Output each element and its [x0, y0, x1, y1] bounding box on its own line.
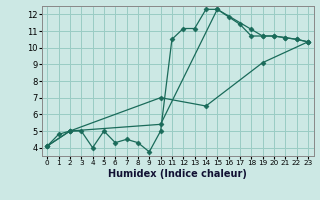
X-axis label: Humidex (Indice chaleur): Humidex (Indice chaleur)	[108, 169, 247, 179]
